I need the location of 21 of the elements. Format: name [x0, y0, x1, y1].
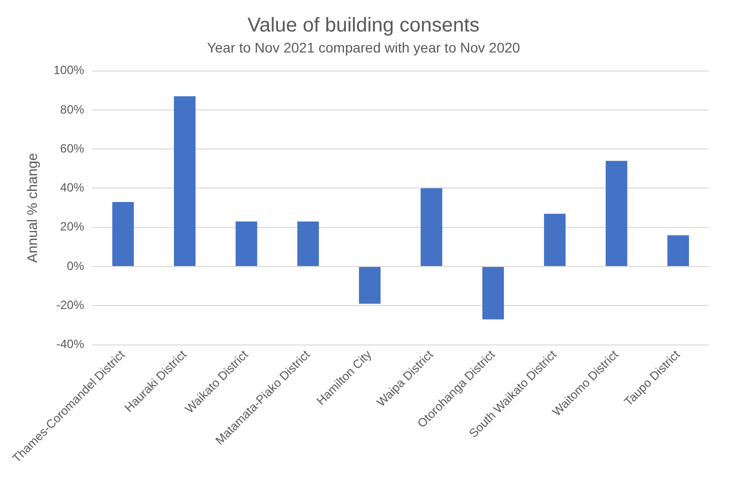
bar: [358, 267, 381, 304]
bar: [544, 214, 566, 266]
bar: [112, 202, 134, 266]
y-tick-label: -20%: [56, 298, 85, 312]
y-tick-label: 0%: [66, 258, 85, 273]
bar: [420, 188, 442, 266]
y-tick-label: 20%: [60, 220, 85, 234]
y-tick-label: -40%: [56, 337, 85, 352]
chart-title: Value of building consents: [247, 14, 480, 37]
bar: [297, 222, 319, 266]
y-tick-label: 80%: [60, 102, 85, 116]
y-axis-title: Annual % change: [24, 152, 40, 263]
bar: [174, 96, 196, 266]
y-tick-label: 60%: [60, 141, 85, 156]
chart-subtitle: Year to Nov 2021 compared with year to Nov 2020: [206, 39, 520, 56]
y-tick-label: 100%: [54, 63, 85, 78]
y-tick-label: 40%: [60, 180, 85, 195]
bar: [606, 160, 628, 266]
bar: [236, 222, 258, 266]
bar: [482, 267, 504, 320]
bar: [667, 235, 689, 266]
